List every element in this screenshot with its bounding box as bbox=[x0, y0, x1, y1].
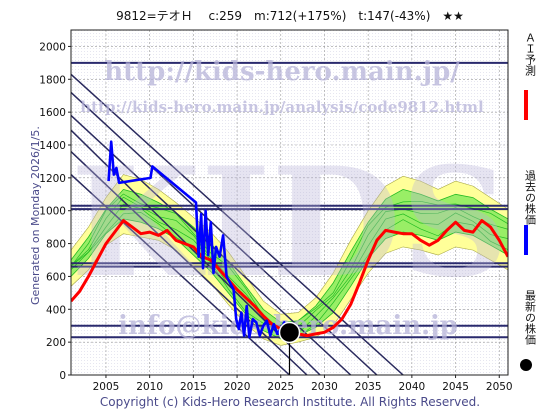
legend-swatch-dot bbox=[520, 359, 532, 371]
y-tick-label: 1200 bbox=[39, 173, 66, 185]
watermark: KIDS http://kids-hero.main.jp/ http://ki… bbox=[71, 57, 510, 341]
x-tick-label: 2015 bbox=[180, 381, 207, 393]
trend-line bbox=[71, 174, 291, 375]
x-tick-label: 2050 bbox=[486, 381, 513, 393]
y-tick-label: 400 bbox=[46, 304, 66, 316]
generated-date-label: Generated on Monday 2026/1/5. bbox=[29, 126, 42, 305]
watermark-url: http://kids-hero.main.jp/ bbox=[104, 57, 460, 87]
y-tick-label: 0 bbox=[59, 370, 66, 382]
y-tick-label: 1800 bbox=[39, 74, 66, 86]
legend-label: 最新の株価 bbox=[524, 290, 537, 345]
chart-title: 9812=テオＨ c:259 m:712(+175%) t:147(-43%) … bbox=[116, 9, 464, 23]
y-tick-label: 800 bbox=[46, 239, 66, 251]
watermark-url-analysis: http://kids-hero.main.jp/analysis/code98… bbox=[80, 98, 484, 116]
x-tick-label: 2025 bbox=[267, 381, 294, 393]
x-tick-label: 2035 bbox=[355, 381, 382, 393]
copyright-text: Copyright (c) Kids-Hero Research Institu… bbox=[100, 395, 480, 409]
past-price-line bbox=[107, 140, 290, 339]
y-tick-label: 2000 bbox=[39, 41, 66, 53]
watermark-big: KIDS bbox=[71, 135, 510, 311]
y-tick-label: 200 bbox=[46, 337, 66, 349]
trend-line bbox=[71, 73, 404, 375]
x-tick-label: 2040 bbox=[398, 381, 425, 393]
y-tick-label: 1000 bbox=[39, 206, 66, 218]
x-tick-label: 2030 bbox=[311, 381, 338, 393]
x-axis: 2005 2010 2015 2020 2025 2030 2035 2040 2045 2050 bbox=[93, 375, 513, 393]
latest-price-dot bbox=[278, 321, 301, 344]
legend-label: ＡＩ予測 bbox=[524, 32, 537, 77]
y-tick-label: 600 bbox=[46, 271, 66, 283]
y-tick-label: 1600 bbox=[39, 107, 66, 119]
y-axis: 0 200 400 600 800 1000 1200 1400 1600 1800 2000 bbox=[39, 41, 71, 382]
trend-line bbox=[71, 91, 378, 375]
x-tick-label: 2020 bbox=[224, 381, 251, 393]
legend-label: 過去の株価 bbox=[524, 170, 537, 225]
x-tick-label: 2045 bbox=[442, 381, 469, 393]
y-tick-label: 1400 bbox=[39, 140, 66, 152]
trend-line bbox=[71, 151, 308, 375]
plot-frame bbox=[70, 29, 509, 376]
x-tick-label: 2010 bbox=[136, 381, 163, 393]
latest-price-marker bbox=[278, 321, 301, 375]
x-tick-label: 2005 bbox=[93, 381, 120, 393]
